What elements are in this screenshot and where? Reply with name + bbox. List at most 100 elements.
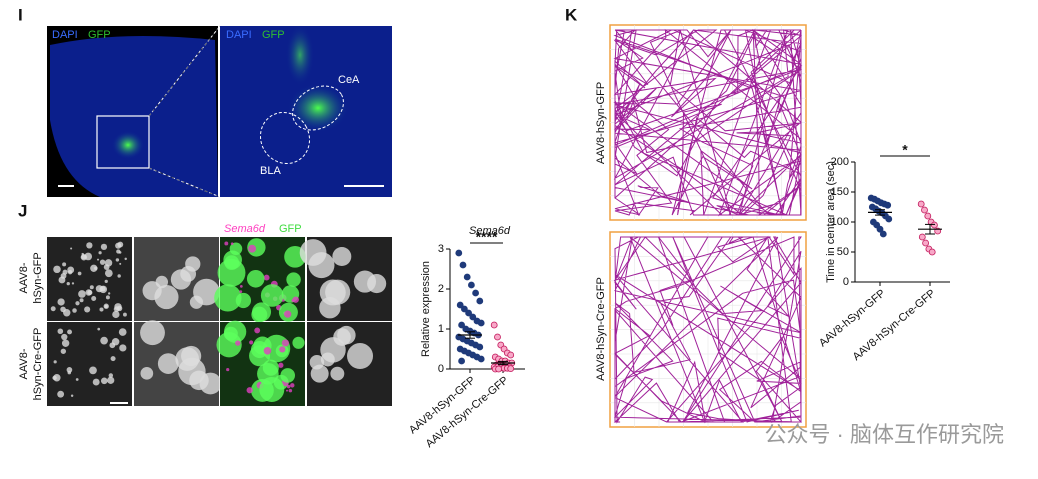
data-point <box>459 261 467 269</box>
label: DAPI <box>52 29 78 41</box>
data-point <box>463 273 471 281</box>
cell <box>140 366 154 380</box>
data-point <box>507 351 515 359</box>
y-tick-label: 0 <box>843 276 849 288</box>
data-point <box>921 206 928 214</box>
cell <box>115 242 122 249</box>
cell <box>281 339 289 347</box>
chart-title: Sema6d <box>469 225 511 237</box>
cell <box>154 285 179 310</box>
cell <box>286 389 289 392</box>
region-label: CeA <box>338 74 360 86</box>
cell <box>254 327 261 334</box>
data-point <box>458 357 466 365</box>
data-point <box>477 319 485 327</box>
panel-letter: K <box>565 5 578 24</box>
cell <box>248 244 257 253</box>
zoom-line <box>148 25 221 117</box>
cell <box>103 264 110 270</box>
data-point <box>495 365 503 373</box>
y-tick-label: 150 <box>831 186 849 198</box>
roi-box <box>96 115 150 169</box>
row-label-line: AAV8- <box>18 348 30 379</box>
data-point <box>507 365 515 373</box>
cell <box>246 269 265 288</box>
cell <box>239 285 243 288</box>
cell <box>89 285 94 290</box>
cell <box>70 247 73 250</box>
cell <box>89 366 97 375</box>
data-point <box>469 313 477 321</box>
data-point <box>931 221 938 229</box>
cell <box>100 377 108 385</box>
cell <box>66 281 70 286</box>
column-label: GFP <box>279 223 302 235</box>
y-tick-label: 3 <box>438 243 444 255</box>
data-point <box>465 309 473 317</box>
y-tick-label: 100 <box>831 216 849 228</box>
cell <box>70 394 74 397</box>
data-point <box>490 321 498 329</box>
cell <box>100 243 108 251</box>
region-outline <box>259 111 311 165</box>
cell <box>110 356 116 362</box>
cell <box>216 332 242 358</box>
cell <box>90 264 98 272</box>
cell <box>57 390 65 398</box>
panel-letter: I <box>18 5 23 24</box>
panel-letter: J <box>18 201 27 220</box>
cell <box>320 352 335 367</box>
gfp-signal <box>288 84 348 132</box>
data-point <box>476 297 484 305</box>
cell <box>66 367 73 373</box>
cell <box>280 368 296 383</box>
cell <box>286 272 301 287</box>
cell <box>157 353 179 374</box>
cell <box>119 262 122 265</box>
cell <box>235 340 241 346</box>
cell <box>67 269 73 275</box>
cell <box>112 310 120 319</box>
label: GFP <box>88 29 111 41</box>
cell <box>175 347 200 371</box>
cell <box>105 295 110 300</box>
cell <box>118 251 122 254</box>
data-point <box>477 355 485 363</box>
y-tick-label: 50 <box>837 246 849 258</box>
cell <box>257 362 279 385</box>
cell <box>60 273 67 279</box>
data-point <box>924 212 932 220</box>
cell <box>50 306 56 312</box>
cell <box>84 306 91 313</box>
cell <box>226 367 230 372</box>
column-label: Sema6d <box>224 223 266 235</box>
cell <box>214 284 242 312</box>
watermark: 公众号 · 脑体互作研究院 <box>764 422 1004 447</box>
cell <box>98 251 102 255</box>
data-point <box>494 333 501 341</box>
cell <box>367 274 387 294</box>
cell <box>263 346 272 355</box>
data-point <box>928 248 936 256</box>
cell <box>57 298 65 306</box>
gfp-signal <box>286 25 314 85</box>
row-label-line: hSyn-GFP <box>32 252 44 303</box>
cell <box>100 336 108 345</box>
y-axis-label: Time in center area (sec) <box>825 161 837 283</box>
cell <box>53 374 61 382</box>
track-label: AAV8-hSyn-GFP <box>595 82 607 164</box>
y-tick-label: 200 <box>831 156 849 168</box>
cell <box>246 387 253 394</box>
cell <box>230 242 234 246</box>
cell <box>118 328 127 336</box>
cell <box>79 298 84 303</box>
cell <box>292 296 299 303</box>
cell <box>193 278 220 306</box>
data-point <box>467 281 475 289</box>
cell <box>72 308 77 313</box>
cell <box>62 262 67 267</box>
cell <box>290 383 295 388</box>
cell <box>291 299 295 302</box>
cell <box>107 376 115 384</box>
zoom-line <box>148 167 221 198</box>
